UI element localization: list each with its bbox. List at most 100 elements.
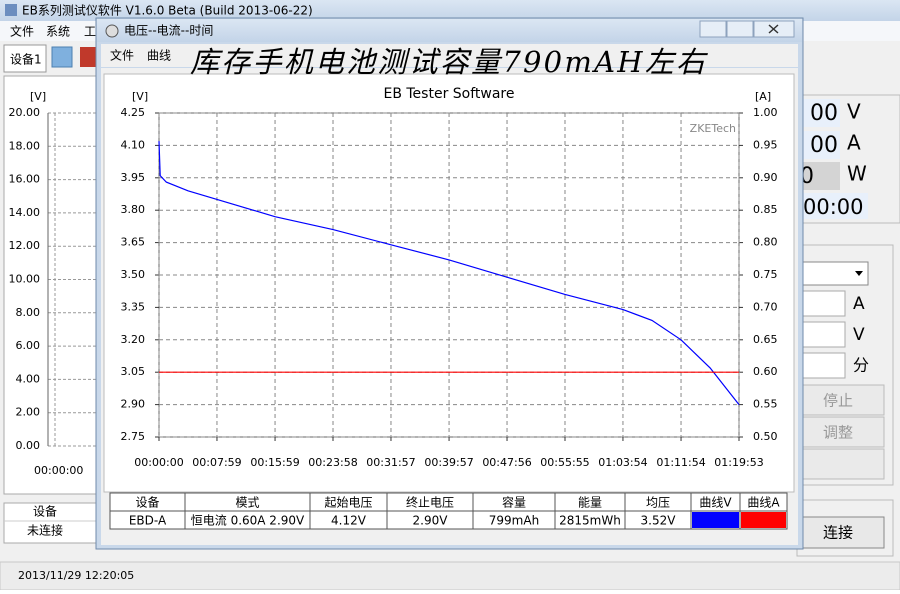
input[interactable] bbox=[799, 321, 846, 348]
y-tick-label: 3.35 bbox=[121, 300, 146, 313]
x-tick-label: 01:19:53 bbox=[714, 456, 763, 469]
menu-item[interactable]: 曲线 bbox=[147, 49, 171, 63]
table-cell: 2.90V bbox=[413, 514, 449, 528]
close-icon bbox=[768, 24, 779, 34]
legend-swatch bbox=[741, 512, 786, 528]
input[interactable] bbox=[799, 352, 846, 379]
x-tick-label: 00:55:55 bbox=[540, 456, 589, 469]
device-table bbox=[3, 502, 99, 544]
table-cell: 4.12V bbox=[331, 514, 367, 528]
app-icon bbox=[5, 4, 17, 16]
y-tick-label: 2.75 bbox=[121, 430, 146, 443]
x-tick-label: 00:31:57 bbox=[366, 456, 415, 469]
chart-window-title-bar bbox=[97, 19, 802, 42]
x-tick-label: 00:23:58 bbox=[308, 456, 357, 469]
table-header: 终止电压 bbox=[406, 495, 454, 510]
readout-unit: A bbox=[847, 131, 861, 155]
table-cell: 2815mWh bbox=[559, 514, 621, 528]
y-tick-label: 0.00 bbox=[16, 439, 41, 452]
menu-item[interactable]: 工 bbox=[84, 25, 96, 39]
minimize-button[interactable] bbox=[699, 20, 727, 38]
y-tick-label: 8.00 bbox=[16, 306, 41, 319]
table-cell: 恒电流 0.60A 2.90V bbox=[191, 514, 305, 528]
watermark: ZKETech bbox=[690, 122, 736, 135]
app-title: EB系列测试仪软件 V1.6.0 Beta (Build 2013-06-22) bbox=[22, 3, 313, 18]
y-tick-label: 3.95 bbox=[121, 171, 146, 184]
y2-tick-label: 0.55 bbox=[753, 398, 778, 411]
readout-unit: W bbox=[847, 162, 867, 186]
y-tick-label: 3.50 bbox=[121, 268, 146, 281]
y-tick-label: 12.00 bbox=[9, 239, 41, 252]
y-tick-label: 16.00 bbox=[9, 173, 41, 186]
status-text: 2013/11/29 12:20:05 bbox=[18, 569, 134, 582]
series-line bbox=[158, 141, 740, 405]
table-header: 起始电压 bbox=[324, 496, 372, 510]
y2-tick-label: 0.70 bbox=[753, 300, 778, 313]
y-tick-label: 3.20 bbox=[121, 333, 146, 346]
x-tick-label: 01:03:54 bbox=[598, 456, 647, 469]
banner: 库存手机电池测试容量790mAH左右 bbox=[190, 45, 708, 79]
y2-tick-label: 0.80 bbox=[753, 236, 778, 249]
input-unit: V bbox=[853, 325, 865, 345]
readout-value: 00 bbox=[810, 101, 838, 126]
chart-window-title: 电压--电流--时间 bbox=[124, 24, 213, 38]
table-header: 曲线V bbox=[699, 496, 732, 510]
tab[interactable] bbox=[3, 44, 47, 73]
menu-item[interactable]: 文件 bbox=[110, 48, 134, 63]
button[interactable] bbox=[799, 384, 885, 416]
y2-tick-label: 0.60 bbox=[753, 365, 778, 378]
button-label[interactable]: 连接 bbox=[823, 524, 853, 542]
button[interactable] bbox=[799, 516, 885, 549]
table-cell: EBD-A bbox=[129, 514, 167, 528]
readout-unit: V bbox=[847, 100, 861, 124]
y-tick-label: 18.00 bbox=[9, 139, 41, 152]
y-tick-label: 2.90 bbox=[121, 398, 146, 411]
y-tick-label: 4.10 bbox=[121, 138, 146, 151]
table-header: 均压 bbox=[646, 496, 670, 510]
readout-box bbox=[800, 162, 840, 190]
chart-window-menu bbox=[101, 44, 798, 67]
input-unit: A bbox=[853, 294, 865, 314]
y-tick-label: 4.00 bbox=[16, 372, 41, 385]
readout-box bbox=[800, 131, 840, 159]
button-label[interactable]: 调整 bbox=[823, 424, 853, 442]
table-header: 设备 bbox=[135, 496, 159, 510]
input[interactable] bbox=[799, 290, 846, 317]
y-tick-label: 20.00 bbox=[9, 106, 41, 119]
y-tick-label: 3.80 bbox=[121, 203, 146, 216]
table-header: 能量 bbox=[578, 496, 602, 510]
toolbar-button[interactable] bbox=[80, 47, 96, 67]
y2-tick-label: 1.00 bbox=[753, 106, 778, 119]
y-tick-label: 3.65 bbox=[121, 236, 146, 249]
x-tick-label: 00:47:56 bbox=[482, 456, 531, 469]
background-y-label: [V] bbox=[30, 90, 46, 103]
button-label[interactable]: 停止 bbox=[823, 392, 853, 410]
y2-tick-label: 0.85 bbox=[753, 203, 778, 216]
y2-tick-label: 0.90 bbox=[753, 171, 778, 184]
button[interactable] bbox=[799, 416, 885, 448]
maximize-button[interactable] bbox=[726, 20, 754, 38]
table-cell: 799mAh bbox=[489, 514, 539, 528]
y2-axis-label: [A] bbox=[755, 90, 771, 103]
readout-value: 00:00 bbox=[803, 195, 864, 219]
window-icon bbox=[105, 24, 119, 38]
y-tick-label: 14.00 bbox=[9, 206, 41, 219]
menu-item[interactable]: 系统 bbox=[46, 25, 70, 39]
y2-tick-label: 0.75 bbox=[753, 268, 778, 281]
tab-label[interactable]: 设备1 bbox=[10, 53, 42, 67]
title-bar bbox=[0, 0, 900, 21]
y-tick-label: 10.00 bbox=[9, 273, 41, 286]
menu-item[interactable]: 文件 bbox=[10, 24, 34, 39]
input-unit: 分 bbox=[853, 356, 869, 375]
y-tick-label: 6.00 bbox=[16, 339, 41, 352]
background-chart-panel bbox=[3, 75, 99, 495]
table-header: 模式 bbox=[235, 496, 259, 510]
button[interactable] bbox=[799, 448, 885, 480]
legend-swatch bbox=[692, 512, 739, 528]
y-tick-label: 4.25 bbox=[121, 106, 146, 119]
x-tick-label: 01:11:54 bbox=[656, 456, 705, 469]
readout-value: 00 bbox=[810, 133, 838, 158]
readout-box bbox=[800, 193, 868, 219]
toolbar-button[interactable] bbox=[51, 46, 73, 68]
y2-tick-label: 0.95 bbox=[753, 138, 778, 151]
